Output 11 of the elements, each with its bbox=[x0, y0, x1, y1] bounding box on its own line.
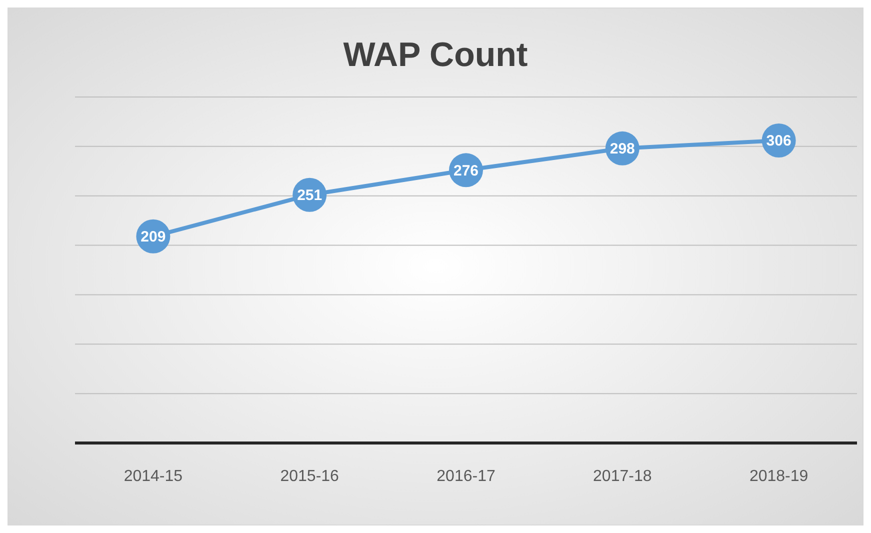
x-tick-label: 2016-17 bbox=[436, 468, 496, 485]
x-tick-label: 2017-18 bbox=[593, 468, 652, 485]
data-label: 276 bbox=[453, 162, 479, 180]
x-tick-label: 2014-15 bbox=[124, 468, 183, 485]
chart-title: WAP Count bbox=[343, 36, 528, 74]
data-label: 251 bbox=[297, 187, 322, 204]
x-tick-label: 2015-16 bbox=[280, 468, 340, 485]
data-label: 298 bbox=[610, 140, 635, 158]
x-tick-label: 2018-19 bbox=[749, 468, 808, 485]
data-label: 306 bbox=[766, 132, 792, 150]
data-label: 209 bbox=[140, 228, 166, 246]
